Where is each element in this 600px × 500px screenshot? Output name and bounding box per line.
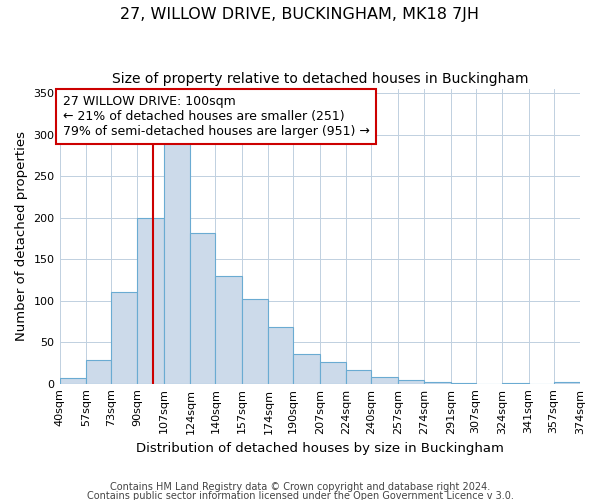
Bar bbox=[293, 354, 320, 384]
Text: 27, WILLOW DRIVE, BUCKINGHAM, MK18 7JH: 27, WILLOW DRIVE, BUCKINGHAM, MK18 7JH bbox=[121, 8, 479, 22]
X-axis label: Distribution of detached houses by size in Buckingham: Distribution of detached houses by size … bbox=[136, 442, 504, 455]
Bar bbox=[268, 327, 293, 384]
Bar bbox=[137, 218, 164, 384]
Bar bbox=[451, 383, 476, 384]
Bar bbox=[371, 377, 398, 384]
Title: Size of property relative to detached houses in Buckingham: Size of property relative to detached ho… bbox=[112, 72, 528, 86]
Bar bbox=[346, 370, 371, 384]
Bar bbox=[59, 378, 86, 384]
Y-axis label: Number of detached properties: Number of detached properties bbox=[15, 132, 28, 342]
Bar bbox=[554, 382, 580, 384]
Bar bbox=[164, 139, 190, 384]
Bar bbox=[111, 292, 137, 384]
Text: Contains HM Land Registry data © Crown copyright and database right 2024.: Contains HM Land Registry data © Crown c… bbox=[110, 482, 490, 492]
Bar bbox=[190, 234, 215, 384]
Bar bbox=[320, 362, 346, 384]
Text: 27 WILLOW DRIVE: 100sqm
← 21% of detached houses are smaller (251)
79% of semi-d: 27 WILLOW DRIVE: 100sqm ← 21% of detache… bbox=[62, 95, 370, 138]
Bar bbox=[424, 382, 451, 384]
Bar bbox=[215, 276, 242, 384]
Bar bbox=[242, 299, 268, 384]
Bar bbox=[398, 380, 424, 384]
Bar bbox=[502, 383, 529, 384]
Text: Contains public sector information licensed under the Open Government Licence v : Contains public sector information licen… bbox=[86, 491, 514, 500]
Bar bbox=[86, 360, 111, 384]
